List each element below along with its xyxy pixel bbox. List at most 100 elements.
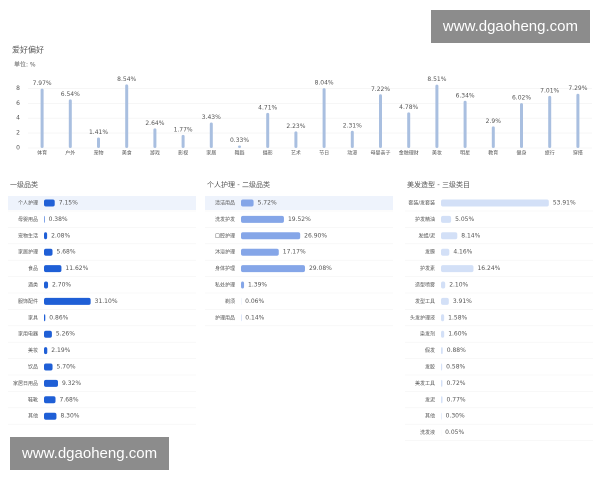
bar [209,122,213,148]
value-label: 5.26% [56,331,75,338]
bar [441,232,458,240]
value-label: 8.14% [461,232,480,239]
value-label: 0.30% [446,413,465,420]
row-label: 服饰配件 [18,298,38,305]
row-label: 洗发护发 [215,216,235,223]
row-label: 套装/发套装 [408,200,435,207]
x-tick-label: 教育 [488,150,498,157]
bar [266,112,270,148]
value-label: 6.54% [61,91,80,98]
bar [441,314,445,322]
value-label: 5.05% [455,216,474,223]
value-label: 1.39% [248,282,267,289]
value-label: 2.23% [286,123,305,130]
x-tick-label: 明星 [460,151,470,157]
bar [463,100,467,148]
row-label: 造型喷雾 [415,282,435,289]
value-label: 0.05% [445,429,464,436]
row-label: 美发工具 [415,380,435,387]
value-label: 1.58% [448,314,467,321]
row-label: 鞋靴 [28,396,38,403]
x-tick-label: 美妆 [432,150,442,157]
row-label: 头发护理液 [410,314,435,321]
row-label: 家居日用品 [13,380,38,387]
bar [441,297,449,305]
y-tick-label: 8 [16,85,20,92]
bar [441,265,474,273]
bar [241,265,305,273]
row-label: 护发精油 [415,216,435,223]
bar [294,131,298,148]
value-label: 1.41% [89,129,108,136]
x-tick-label: 穿搭 [573,150,583,157]
value-label: 2.08% [51,232,70,239]
bar [44,412,57,420]
bar [441,281,446,289]
value-label: 0.72% [446,380,465,387]
bar [241,248,279,256]
x-tick-label: 摄影 [263,150,273,157]
x-tick-label: 家居 [206,150,216,157]
row-label: 宠物生活 [18,232,38,239]
bar [44,347,48,355]
value-label: 0.38% [49,216,68,223]
value-label: 2.9% [486,118,502,125]
value-label: 5.68% [57,249,76,256]
row-label: 洗发液 [420,429,435,436]
value-label: 9.32% [62,380,81,387]
value-label: 7.22% [371,86,390,93]
bar [576,93,580,148]
value-label: 8.51% [427,76,446,83]
bar [44,248,53,256]
row-label: 饮品 [28,364,38,371]
value-label: 31.10% [95,298,118,305]
value-label: 2.19% [51,347,70,354]
bar [441,396,443,404]
row-label: 口腔护理 [215,232,235,239]
x-tick-label: 动漫 [347,150,357,157]
value-label: 0.58% [446,364,465,371]
x-tick-label: 体育 [37,150,47,157]
row-label: 发泥 [425,396,435,403]
bar [241,281,245,289]
row-label: 假发 [425,347,435,354]
value-label: 2.64% [145,120,164,127]
bar [441,215,452,223]
bar [44,281,49,289]
value-label: 5.72% [258,200,277,207]
watermark: www.dgaoheng.com [430,10,590,43]
bar [40,88,44,148]
bar [441,248,450,256]
row-label: 家具 [28,314,38,321]
row-label: 清洁用品 [215,200,235,207]
x-tick-label: 艺术 [291,150,301,157]
row-label: 个人护理 [18,200,38,207]
value-label: 2.70% [52,282,71,289]
bar [97,137,100,148]
y-tick-label: 2 [16,130,20,137]
bar [125,84,129,148]
list-title: 美发造型 - 三级类目 [407,180,470,189]
bar [441,330,445,338]
value-label: 2.10% [449,282,468,289]
bar [322,88,326,148]
value-label: 1.77% [174,126,193,133]
value-label: 29.08% [309,265,332,272]
value-label: 4.78% [399,104,418,111]
row-label: 母婴用品 [18,217,38,223]
row-label: 美妆 [28,347,38,354]
bar [520,103,523,148]
value-label: 8.30% [60,413,79,420]
value-label: 3.91% [453,298,472,305]
value-label: 7.68% [60,396,79,403]
value-label: 11.62% [65,265,88,272]
bar [441,379,443,387]
row-label: 发胶 [425,364,435,371]
row-label: 食品 [28,265,38,272]
unit-label: 单位: % [14,61,36,69]
watermark: www.dgaoheng.com [10,437,170,470]
x-tick-label: 户外 [65,150,75,157]
row-label: 护理用品 [215,314,235,321]
